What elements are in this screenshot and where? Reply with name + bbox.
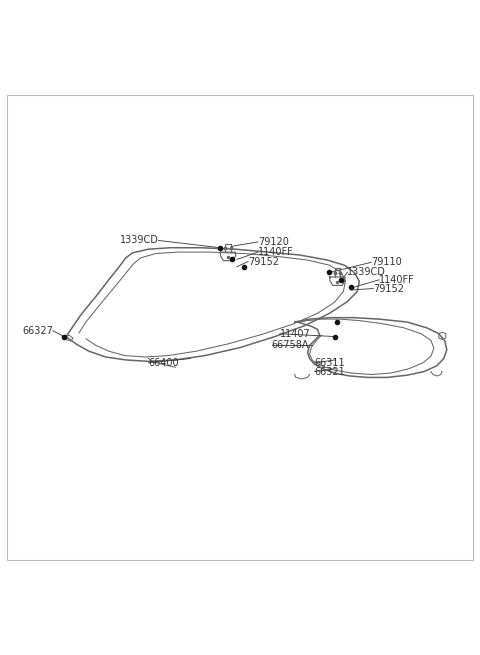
Text: 1140FF: 1140FF xyxy=(379,275,415,285)
Text: 1339CD: 1339CD xyxy=(348,267,386,278)
Text: 1339CD: 1339CD xyxy=(120,235,158,246)
Text: 66327: 66327 xyxy=(22,326,53,336)
Text: 79152: 79152 xyxy=(248,257,279,267)
Text: 11407: 11407 xyxy=(280,329,311,339)
Text: 79120: 79120 xyxy=(258,237,289,247)
Text: 66758A: 66758A xyxy=(272,341,309,350)
Text: 66400: 66400 xyxy=(148,358,179,368)
Text: 1140FF: 1140FF xyxy=(258,247,294,257)
Text: 66321: 66321 xyxy=(314,367,345,377)
Text: 79110: 79110 xyxy=(371,257,402,267)
Text: 66311: 66311 xyxy=(314,358,345,368)
Text: 79152: 79152 xyxy=(373,284,404,293)
